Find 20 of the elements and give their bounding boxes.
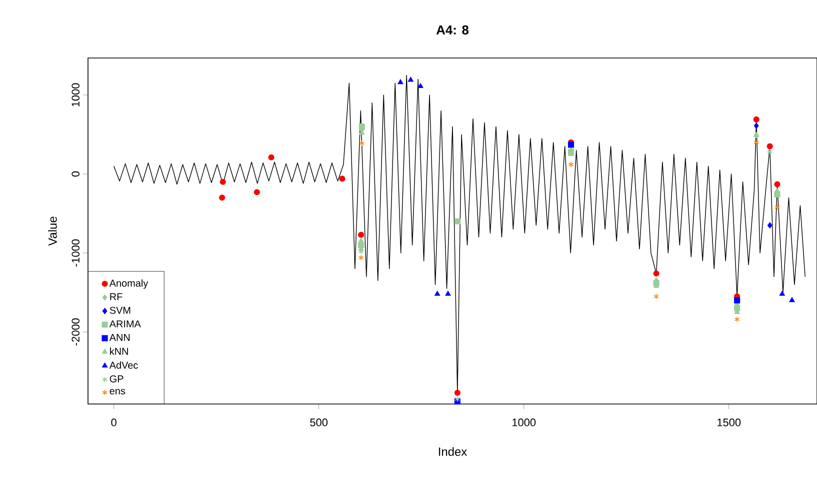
x-tick-label: 1500 <box>717 418 741 426</box>
x-tick-label: 500 <box>310 418 328 426</box>
legend-label: SVM <box>110 306 130 314</box>
y-tick-label: -1000 <box>72 239 80 266</box>
legend-label: ANN <box>109 334 130 341</box>
legend-label: GP <box>110 375 124 382</box>
y-tick-label: -2000 <box>72 318 80 346</box>
legend-label: kNN <box>110 348 128 355</box>
y-tick-label: 1000 <box>72 83 80 106</box>
chart-title: A4: 8 <box>436 25 469 34</box>
legend-label: ARIMA <box>109 320 141 328</box>
legend-label: RF <box>110 293 122 300</box>
x-tick-label: 0 <box>111 418 116 426</box>
legend-label: AdVec <box>109 361 138 369</box>
y-axis-title: Value <box>48 216 57 246</box>
x-tick-label: 1000 <box>512 418 536 426</box>
y-tick-label: 0 <box>72 171 80 177</box>
legend-label: Anomaly <box>109 279 148 289</box>
legend-label: ens <box>110 388 126 394</box>
x-axis-title: Index <box>438 447 467 456</box>
